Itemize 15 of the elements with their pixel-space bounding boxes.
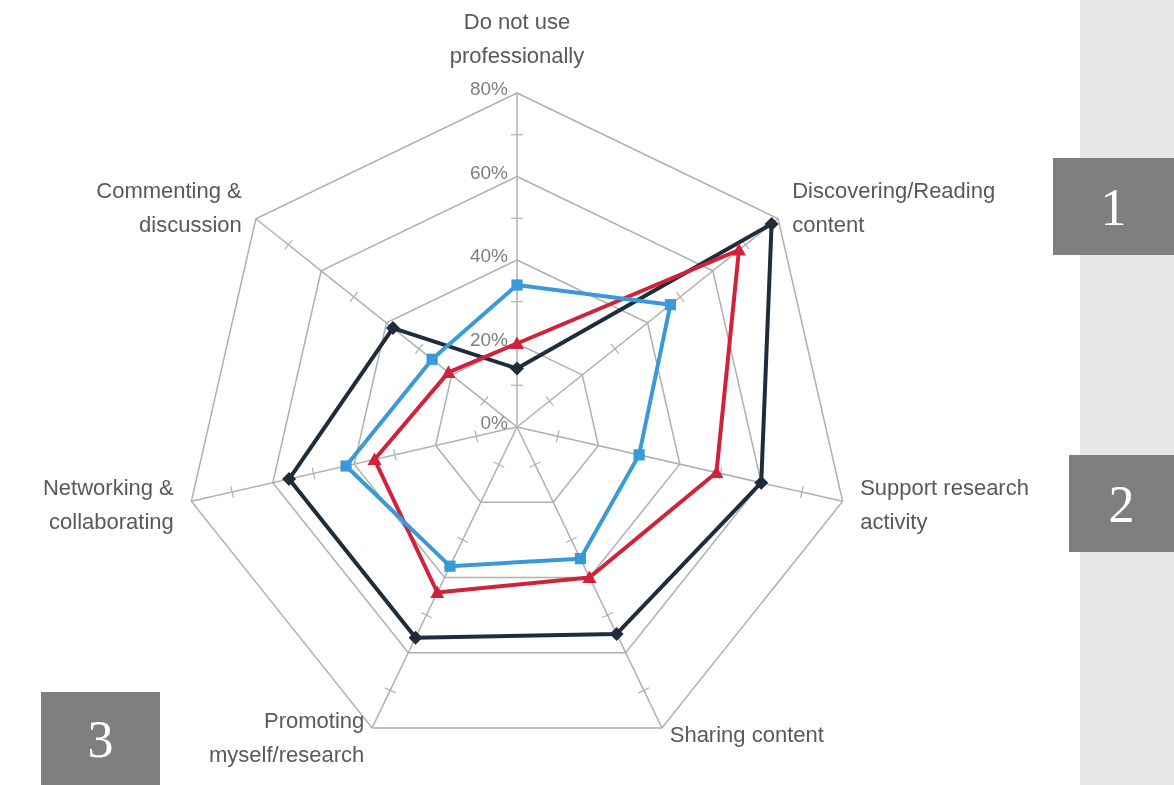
spoke-label: Do not use professionally bbox=[449, 9, 585, 68]
spoke-label: Sharing content bbox=[669, 721, 824, 747]
text: 3 bbox=[87, 710, 114, 768]
spoke-label: Support research activity bbox=[860, 475, 1029, 535]
y-tick-label: 80% bbox=[469, 78, 509, 99]
spoke-label: Networking & collaborating bbox=[42, 475, 175, 535]
spoke-label: Commenting & discussion bbox=[96, 177, 243, 237]
text: 1 bbox=[1100, 178, 1127, 236]
spoke-label: Promoting myself/research bbox=[208, 707, 365, 767]
y-tick-label: 40% bbox=[469, 245, 509, 266]
y-tick-label: 60% bbox=[469, 161, 509, 183]
y-tick-label: 0% bbox=[480, 412, 509, 433]
text: 2 bbox=[1108, 475, 1135, 533]
y-tick-label: 20% bbox=[469, 328, 509, 350]
spoke-label: Discovering/Reading content bbox=[792, 177, 996, 237]
